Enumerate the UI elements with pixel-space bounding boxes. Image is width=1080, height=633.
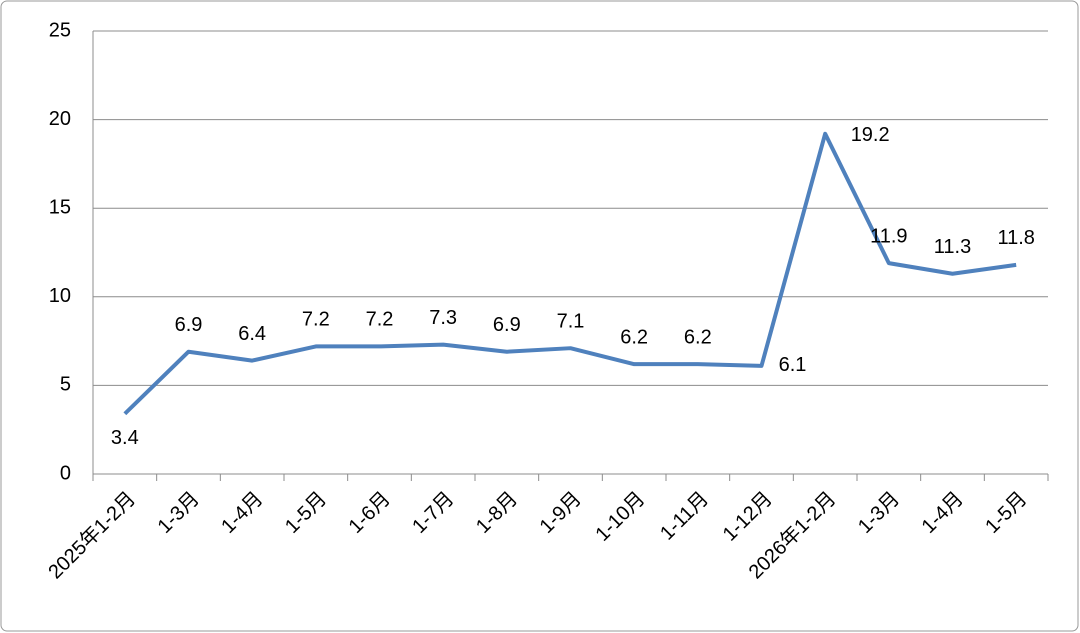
y-tick-label: 10 (49, 285, 71, 307)
data-label: 6.9 (493, 314, 521, 336)
y-tick-label: 5 (60, 374, 71, 396)
data-label: 6.1 (779, 354, 807, 376)
data-label: 7.3 (429, 307, 457, 329)
data-label: 7.2 (366, 309, 394, 331)
data-label: 6.2 (684, 326, 712, 348)
data-label: 6.4 (238, 323, 266, 345)
data-label: 11.3 (934, 236, 971, 258)
y-tick-label: 20 (49, 108, 71, 130)
data-label: 11.9 (870, 225, 907, 247)
data-label: 19.2 (851, 124, 890, 146)
data-label: 6.2 (620, 326, 648, 348)
data-label: 3.4 (111, 427, 139, 449)
data-line (123, 131, 1017, 416)
data-label: 11.8 (997, 227, 1034, 249)
data-label: 7.1 (557, 310, 585, 332)
y-tick-label: 25 (49, 19, 71, 41)
data-label: 7.2 (302, 309, 330, 331)
y-tick-label: 0 (60, 462, 71, 484)
y-tick-label: 15 (49, 196, 71, 218)
data-label: 6.9 (175, 314, 203, 336)
